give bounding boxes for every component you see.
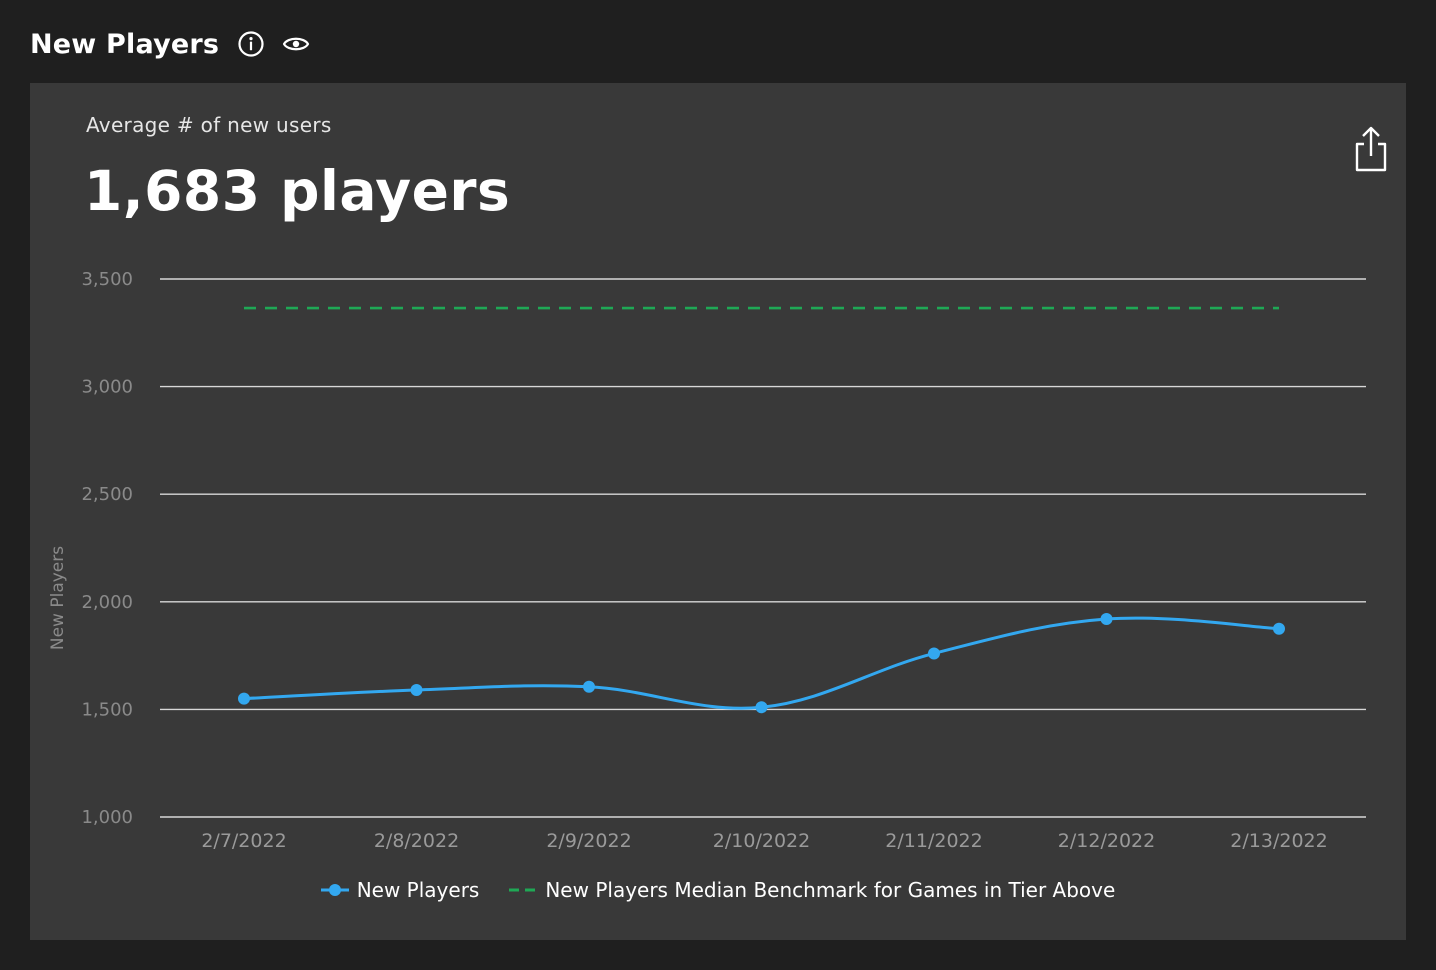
y-tick-label: 3,500 — [81, 269, 133, 290]
y-tick-label: 2,500 — [81, 484, 133, 505]
new-players-card: Average # of new users 1,683 players 1,0… — [30, 83, 1406, 940]
section-header: New Players — [30, 20, 311, 68]
x-tick-label: 2/12/2022 — [1058, 830, 1155, 852]
data-point — [755, 701, 768, 714]
y-tick-label: 3,000 — [81, 377, 133, 398]
x-tick-label: 2/7/2022 — [201, 830, 286, 852]
data-point — [1100, 613, 1113, 626]
x-tick-label: 2/8/2022 — [374, 830, 459, 852]
data-point — [928, 647, 940, 660]
chart-legend: New Players New Players Median Benchmark… — [30, 878, 1406, 902]
data-point — [238, 692, 250, 705]
share-button[interactable] — [1350, 123, 1392, 175]
section-title: New Players — [30, 28, 220, 60]
y-tick-label: 2,000 — [81, 592, 133, 613]
new-players-series-line — [243, 616, 1280, 710]
legend-label-new-players: New Players — [356, 878, 480, 902]
metric-value: 1,683 players — [84, 159, 511, 223]
data-point — [1273, 622, 1285, 635]
info-circle-icon[interactable] — [237, 30, 265, 58]
y-tick-label: 1,500 — [81, 699, 133, 720]
legend-item-benchmark[interactable]: New Players Median Benchmark for Games i… — [509, 878, 1115, 902]
legend-label-benchmark: New Players Median Benchmark for Games i… — [545, 878, 1116, 902]
share-icon — [1355, 126, 1387, 172]
eye-icon[interactable] — [281, 33, 311, 55]
metric-label: Average # of new users — [86, 113, 332, 137]
x-tick-label: 2/9/2022 — [546, 830, 631, 852]
legend-marker-solid — [320, 884, 349, 896]
data-point — [583, 680, 595, 693]
line-chart: 1,000 1,500 2,000 2,500 3,000 3,500 2/7/2022 2/… — [48, 269, 1366, 852]
legend-item-new-players[interactable]: New Players — [320, 878, 480, 902]
x-tick-label: 2/13/2022 — [1230, 830, 1327, 852]
x-tick-label: 2/10/2022 — [713, 830, 810, 852]
y-tick-label: 1,000 — [81, 807, 133, 828]
y-axis-title: New Players — [48, 546, 68, 650]
x-tick-label: 2/11/2022 — [885, 830, 982, 852]
legend-marker-dashed — [509, 888, 538, 892]
data-point — [410, 684, 423, 697]
